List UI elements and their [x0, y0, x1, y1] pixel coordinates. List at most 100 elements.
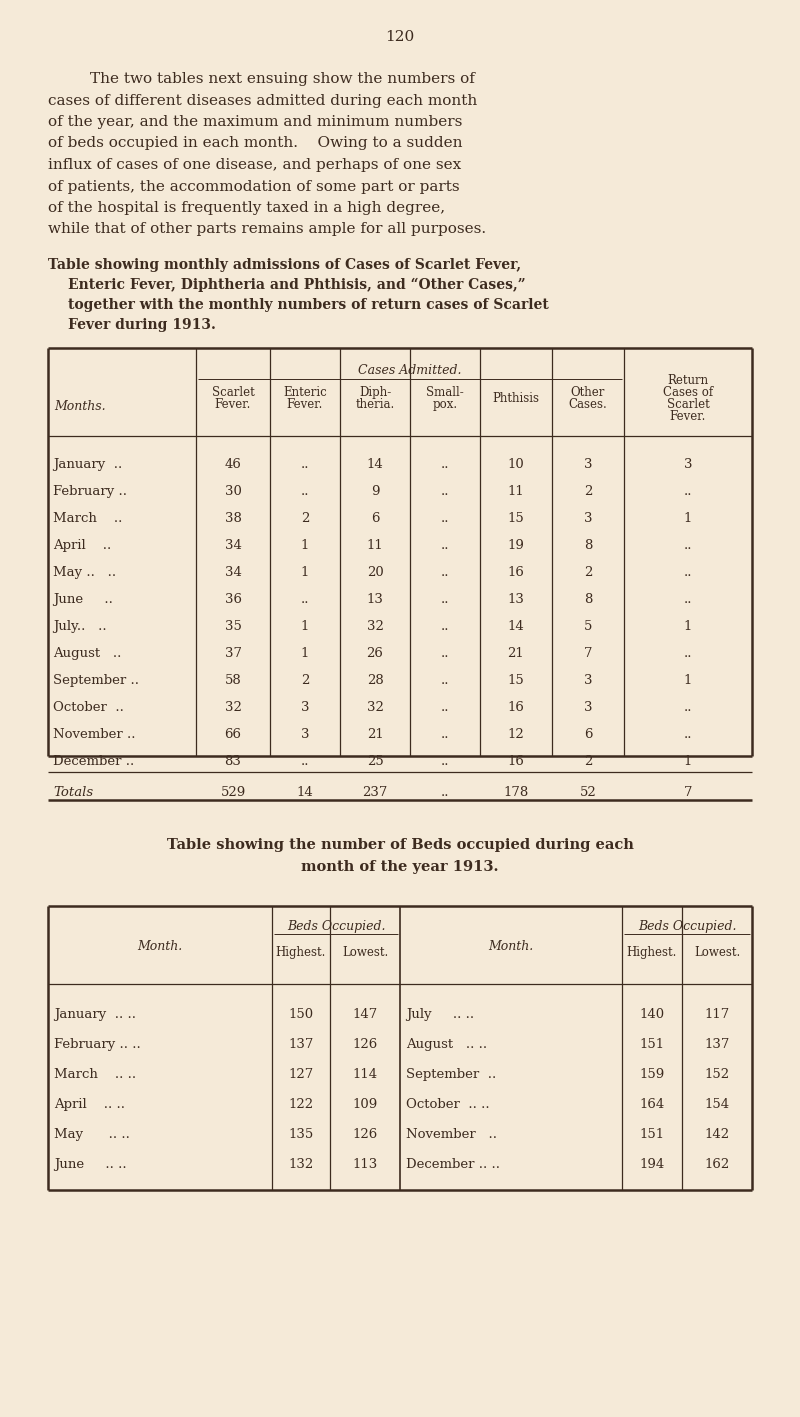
- Text: June     .. ..: June .. ..: [54, 1158, 126, 1170]
- Text: Cases of: Cases of: [663, 385, 713, 400]
- Text: 137: 137: [288, 1039, 314, 1051]
- Text: 32: 32: [225, 701, 242, 714]
- Text: ..: ..: [441, 621, 450, 633]
- Text: 117: 117: [704, 1007, 730, 1022]
- Text: 58: 58: [225, 674, 242, 687]
- Text: August   .. ..: August .. ..: [406, 1039, 487, 1051]
- Text: 127: 127: [288, 1068, 314, 1081]
- Text: 120: 120: [386, 30, 414, 44]
- Text: 52: 52: [580, 786, 596, 799]
- Text: 83: 83: [225, 755, 242, 768]
- Text: 1: 1: [301, 648, 309, 660]
- Text: 16: 16: [507, 565, 525, 580]
- Text: 3: 3: [301, 728, 310, 741]
- Text: 6: 6: [584, 728, 592, 741]
- Text: 147: 147: [352, 1007, 378, 1022]
- Text: 114: 114: [353, 1068, 378, 1081]
- Text: 6: 6: [370, 512, 379, 526]
- Text: 140: 140: [639, 1007, 665, 1022]
- Text: March    ..: March ..: [53, 512, 122, 526]
- Text: 2: 2: [584, 565, 592, 580]
- Text: February ..: February ..: [53, 485, 127, 497]
- Text: 3: 3: [584, 512, 592, 526]
- Text: ..: ..: [441, 592, 450, 606]
- Text: 20: 20: [366, 565, 383, 580]
- Text: Totals: Totals: [53, 786, 93, 799]
- Text: 37: 37: [225, 648, 242, 660]
- Text: ..: ..: [301, 755, 310, 768]
- Text: 3: 3: [684, 458, 692, 470]
- Text: ..: ..: [441, 728, 450, 741]
- Text: ..: ..: [684, 485, 692, 497]
- Text: January  .. ..: January .. ..: [54, 1007, 136, 1022]
- Text: ..: ..: [441, 648, 450, 660]
- Text: while that of other parts remains ample for all purposes.: while that of other parts remains ample …: [48, 222, 486, 237]
- Text: ..: ..: [684, 728, 692, 741]
- Text: of the hospital is frequently taxed in a high degree,: of the hospital is frequently taxed in a…: [48, 201, 445, 215]
- Text: 126: 126: [352, 1039, 378, 1051]
- Text: ..: ..: [301, 458, 310, 470]
- Text: Phthisis: Phthisis: [493, 393, 539, 405]
- Text: Enteric: Enteric: [283, 385, 327, 400]
- Text: Return: Return: [667, 374, 709, 387]
- Text: Beds Occupied.: Beds Occupied.: [638, 920, 736, 932]
- Text: 151: 151: [639, 1128, 665, 1141]
- Text: of patients, the accommodation of some part or parts: of patients, the accommodation of some p…: [48, 180, 460, 194]
- Text: 142: 142: [705, 1128, 730, 1141]
- Text: 2: 2: [301, 674, 309, 687]
- Text: ..: ..: [441, 674, 450, 687]
- Text: February .. ..: February .. ..: [54, 1039, 141, 1051]
- Text: of the year, and the maximum and minimum numbers: of the year, and the maximum and minimum…: [48, 115, 462, 129]
- Text: Table showing the number of Beds occupied during each: Table showing the number of Beds occupie…: [166, 837, 634, 852]
- Text: May      .. ..: May .. ..: [54, 1128, 130, 1141]
- Text: 8: 8: [584, 592, 592, 606]
- Text: 151: 151: [639, 1039, 665, 1051]
- Text: November ..: November ..: [53, 728, 135, 741]
- Text: April    .. ..: April .. ..: [54, 1098, 125, 1111]
- Text: 5: 5: [584, 621, 592, 633]
- Text: September  ..: September ..: [406, 1068, 496, 1081]
- Text: 135: 135: [288, 1128, 314, 1141]
- Text: ..: ..: [301, 592, 310, 606]
- Text: March    .. ..: March .. ..: [54, 1068, 136, 1081]
- Text: 19: 19: [507, 538, 525, 553]
- Text: Cases Admitted.: Cases Admitted.: [358, 364, 462, 377]
- Text: Fever.: Fever.: [287, 398, 323, 411]
- Text: influx of cases of one disease, and perhaps of one sex: influx of cases of one disease, and perh…: [48, 159, 462, 171]
- Text: 1: 1: [684, 621, 692, 633]
- Text: 122: 122: [289, 1098, 314, 1111]
- Text: 529: 529: [220, 786, 246, 799]
- Text: ..: ..: [441, 538, 450, 553]
- Text: 9: 9: [370, 485, 379, 497]
- Text: ..: ..: [441, 701, 450, 714]
- Text: June     ..: June ..: [53, 592, 113, 606]
- Text: 14: 14: [366, 458, 383, 470]
- Text: 237: 237: [362, 786, 388, 799]
- Text: 38: 38: [225, 512, 242, 526]
- Text: 150: 150: [289, 1007, 314, 1022]
- Text: 11: 11: [508, 485, 524, 497]
- Text: 34: 34: [225, 538, 242, 553]
- Text: 194: 194: [639, 1158, 665, 1170]
- Text: 1: 1: [684, 755, 692, 768]
- Text: 7: 7: [684, 786, 692, 799]
- Text: 21: 21: [508, 648, 524, 660]
- Text: 32: 32: [366, 701, 383, 714]
- Text: 10: 10: [508, 458, 524, 470]
- Text: July..   ..: July.. ..: [53, 621, 106, 633]
- Text: Beds Occupied.: Beds Occupied.: [286, 920, 386, 932]
- Text: 26: 26: [366, 648, 383, 660]
- Text: 36: 36: [225, 592, 242, 606]
- Text: ..: ..: [301, 485, 310, 497]
- Text: 178: 178: [503, 786, 529, 799]
- Text: Fever.: Fever.: [215, 398, 251, 411]
- Text: Enteric Fever, Diphtheria and Phthisis, and “Other Cases,”: Enteric Fever, Diphtheria and Phthisis, …: [68, 278, 526, 292]
- Text: 126: 126: [352, 1128, 378, 1141]
- Text: Highest.: Highest.: [627, 947, 677, 959]
- Text: ..: ..: [684, 538, 692, 553]
- Text: 16: 16: [507, 755, 525, 768]
- Text: September ..: September ..: [53, 674, 139, 687]
- Text: The two tables next ensuing show the numbers of: The two tables next ensuing show the num…: [90, 72, 475, 86]
- Text: ..: ..: [684, 565, 692, 580]
- Text: 3: 3: [584, 674, 592, 687]
